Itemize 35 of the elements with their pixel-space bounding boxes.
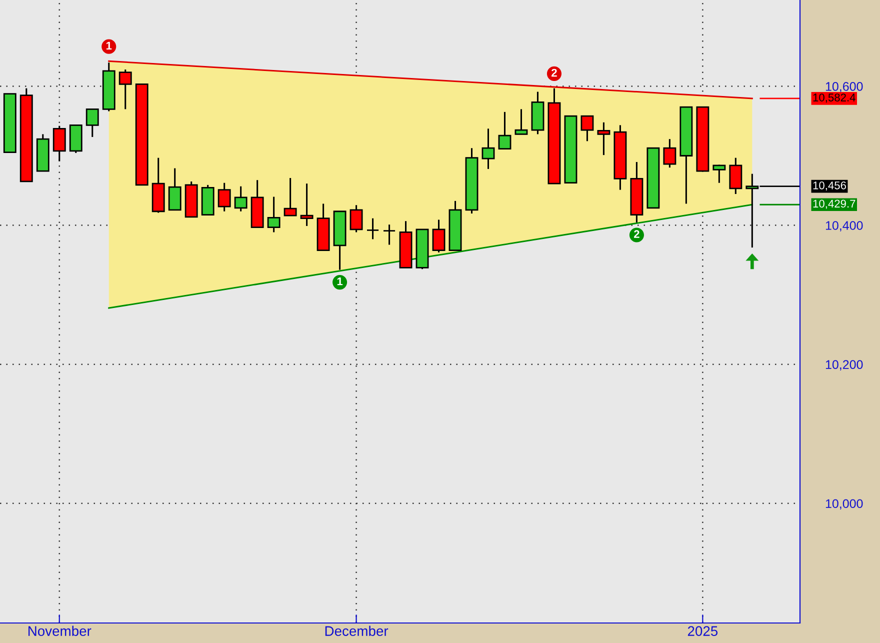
y-tick-label: 10,400 [826, 221, 863, 232]
y-tick-label: 10,000 [826, 499, 863, 510]
candlestick [118, 68, 132, 110]
x-tick-label: November [28, 626, 92, 636]
candlestick [267, 196, 280, 233]
candlestick [498, 111, 512, 150]
candlestick [514, 108, 528, 135]
x-tick-label: 2025 [688, 626, 718, 636]
candlestick [729, 157, 742, 195]
candlestick [432, 218, 446, 254]
candlestick [712, 164, 726, 184]
ref-line-label: 10,456 [813, 181, 846, 191]
candlestick [663, 138, 676, 168]
candlestick [52, 125, 66, 162]
annotation: 2 [552, 68, 557, 77]
annotation: 1 [337, 278, 343, 286]
candlestick [234, 186, 248, 212]
x-tick-label: December [325, 626, 388, 636]
annotation: 1 [106, 42, 112, 50]
candlestick [482, 128, 495, 170]
y-tick-label: 10,200 [826, 360, 863, 370]
ref-line-label: 10,429.7 [813, 200, 856, 209]
candlestick [168, 168, 182, 211]
candlestick [300, 182, 314, 227]
candlestick [382, 224, 396, 246]
annotation: 2 [634, 230, 640, 238]
candlestick [284, 177, 297, 216]
candlestick [580, 115, 594, 142]
candlestick [218, 182, 231, 212]
candlestick [597, 122, 610, 156]
candlestick [86, 108, 99, 138]
ref-line-label: 10,582.4 [813, 94, 856, 103]
y-tick-label: 10,600 [826, 82, 863, 92]
candlestick [350, 204, 363, 233]
candlestick [366, 218, 380, 240]
